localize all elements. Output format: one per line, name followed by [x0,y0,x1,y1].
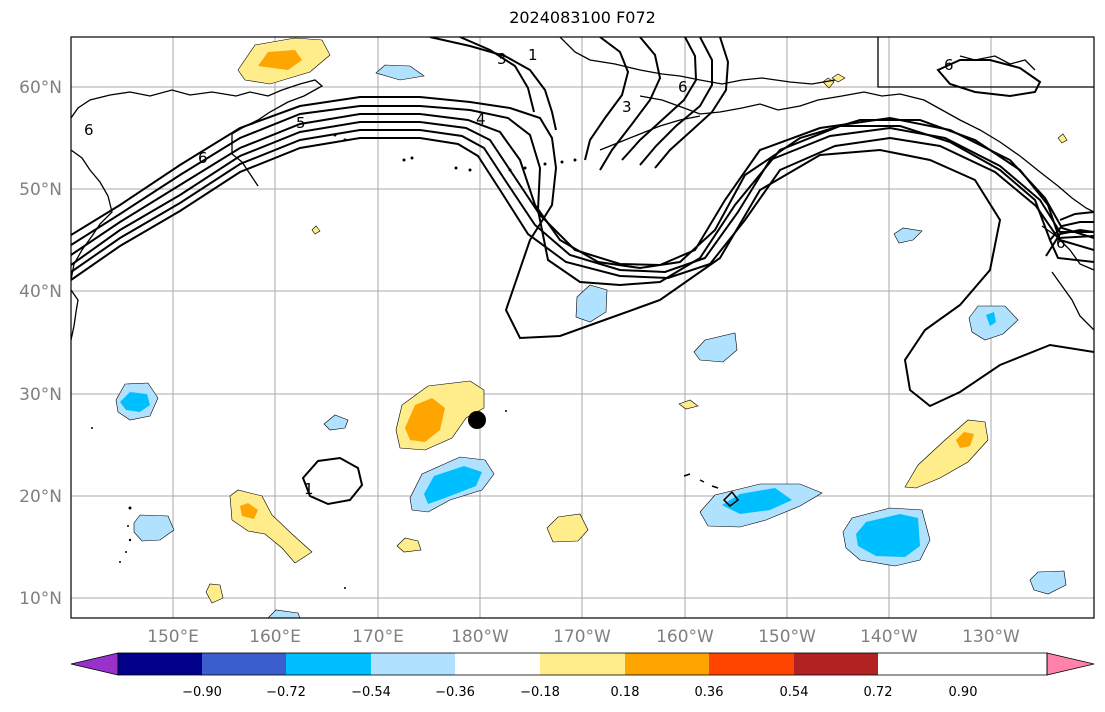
colorbar-segment [540,653,625,675]
latitude-labels: 60°N 50°N 40°N 30°N 20°N 10°N [19,78,62,609]
colorbar-segment [455,653,540,675]
contour-label: 1 [304,480,314,498]
colorbar-left-extension [70,652,119,676]
colorbar-tick-label: −0.36 [435,685,475,700]
lat-label: 10°N [19,589,62,609]
contour-label: 6 [678,78,688,96]
lon-label: 140°W [860,627,918,647]
contour-label: 3 [497,50,507,68]
longitude-labels: 150°E 160°E 170°E 180°W 170°W 160°W 150°… [147,627,1020,647]
lon-label: 160°W [656,627,714,647]
lon-label: 150°W [758,627,816,647]
contour-label: 6 [944,56,954,74]
contour-labels: 6 6 5 3 4 1 3 6 6 1 6 [84,46,1066,498]
colorbar-tick-label: −0.54 [351,685,391,700]
colorbar-segment [794,653,878,675]
contour-label: 4 [476,110,486,128]
colorbar-right-extension [1046,652,1095,676]
lon-label: 180°W [451,627,509,647]
contour-label: 1 [528,46,538,64]
lat-label: 50°N [19,180,62,200]
contour-label: 6 [198,149,208,167]
colorbar-segment [286,653,371,675]
colorbar-segment [202,653,286,675]
lon-label: 170°E [352,627,404,647]
colorbar-tick-label: −0.18 [520,685,560,700]
colorbar-tick-label: −0.72 [266,685,306,700]
lat-label: 60°N [19,78,62,98]
colorbar-frame [117,652,1048,676]
colorbar-segment [118,653,202,675]
height-contours [71,37,1094,506]
storm-position-marker [468,411,486,429]
contour-label: 6 [84,121,94,139]
colorbar-segment [625,653,709,675]
colorbar-tick-label: 0.54 [780,685,809,700]
coastlines [71,37,1094,341]
contour-label: 6 [1056,234,1066,252]
lon-label: 130°W [962,627,1020,647]
lat-label: 40°N [19,282,62,302]
colorbar-segment [709,653,794,675]
lon-label: 170°W [553,627,611,647]
lat-label: 30°N [19,385,62,405]
colorbar-tick-label: 0.18 [611,685,640,700]
colorbar-ticks: −0.90 −0.72 −0.54 −0.36 −0.18 0.18 0.36 … [182,685,977,700]
colorbar-segment [371,653,455,675]
colorbar-tick-label: −0.90 [182,685,222,700]
anomaly-fills [115,37,1068,618]
map-title: 2024083100 F072 [509,8,656,27]
colorbar-tick-label: 0.36 [695,685,724,700]
map-area: 6 6 5 3 4 1 3 6 6 1 6 [71,37,1094,618]
hawaii-islands [683,473,740,507]
lat-label: 20°N [19,487,62,507]
colorbar-tick-label: 0.90 [949,685,978,700]
colorbar: −0.90 −0.72 −0.54 −0.36 −0.18 0.18 0.36 … [70,652,1095,700]
map-frame [70,36,1095,619]
colorbar-tick-label: 0.72 [864,685,893,700]
contour-label: 5 [296,114,306,132]
lon-label: 160°E [249,627,301,647]
contour-label: 3 [622,98,632,116]
lon-label: 150°E [147,627,199,647]
